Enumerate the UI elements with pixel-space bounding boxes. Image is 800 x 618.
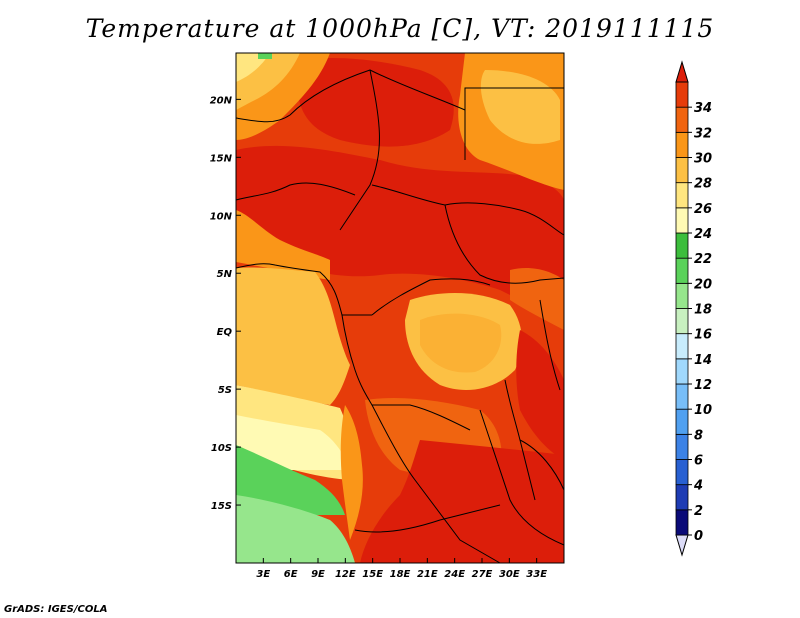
grads-credit: GrADS: IGES/COLA [4,604,108,615]
lon-tick-label: 33E [526,569,547,580]
colorbar-level-label: 6 [694,454,703,469]
colorbar-level-label: 30 [694,152,712,167]
lat-tick-label: 15S [211,501,232,512]
lon-tick-label: 18E [390,569,411,580]
colorbar-level-label: 22 [694,252,712,267]
colorbar-swatch [675,509,689,536]
lon-tick-label: 6E [284,569,298,580]
colorbar-swatch [675,232,689,259]
colorbar-swatch [675,257,689,284]
colorbar-swatch [675,433,689,460]
colorbar-level-label: 4 [693,479,703,494]
colorbar-level-label: 34 [694,101,712,116]
lon-tick-label: 27E [472,569,493,580]
colorbar-swatch [675,358,689,385]
colorbar-level-label: 18 [694,303,712,318]
lon-tick-label: 24E [444,569,465,580]
colorbar-swatch [675,157,689,184]
lat-tick-label: 10S [211,443,232,454]
colorbar-level-label: 2 [694,504,703,519]
colorbar-level-label: 16 [694,328,712,343]
lon-tick-label: 21E [417,569,438,580]
borders [235,69,565,564]
lat-tick-label: 15N [210,153,233,164]
lat-tick-label: 20N [210,95,233,106]
lon-tick-label: 9E [311,569,325,580]
colorbar-level-label: 12 [694,378,712,393]
lon-tick-label: 3E [256,569,270,580]
lat-tick-label: EQ [217,327,233,338]
colorbar-swatch [675,459,689,486]
colorbar-level-label: 14 [694,353,712,368]
colorbar-swatch [675,383,689,410]
colorbar-swatch [675,106,689,133]
lon-tick-label: 15E [362,569,383,580]
temperature-field [236,53,564,563]
colorbar-level-label: 26 [694,202,712,217]
lon-tick-label: 30E [499,569,520,580]
colorbar-level-label: 24 [694,227,712,242]
colorbar-swatch [675,182,689,209]
lat-tick-label: 5S [218,385,232,396]
map-title: Temperature at 1000hPa [C], VT: 20191111… [85,14,715,43]
colorbar-swatch [675,81,689,108]
colorbar-under-triangle [675,534,689,557]
colorbar-swatch [675,484,689,511]
axis-ticks: 3E 6E 9E 12E 15E 18E 21E 24E 27E 30E 33E 20N 15N 10N 5… [210,95,548,580]
colorbar-level-label: 28 [694,177,712,192]
colorbar-swatch [675,207,689,234]
colorbar-swatch [675,282,689,309]
colorbar-swatch [675,333,689,360]
colorbar-level-label: 0 [694,529,703,544]
lon-tick-label: 12E [335,569,356,580]
colorbar-level-label: 32 [694,126,712,141]
colorbar-level-label: 10 [694,403,712,418]
colorbar-swatch [675,408,689,435]
lat-tick-label: 5N [217,269,233,280]
colorbar-swatch [675,308,689,335]
colorbar-over-triangle [675,60,689,83]
colorbar-swatch [675,131,689,158]
colorbar-level-label: 20 [694,277,712,292]
lat-tick-label: 10N [210,211,233,222]
colorbar-level-label: 8 [694,428,703,443]
